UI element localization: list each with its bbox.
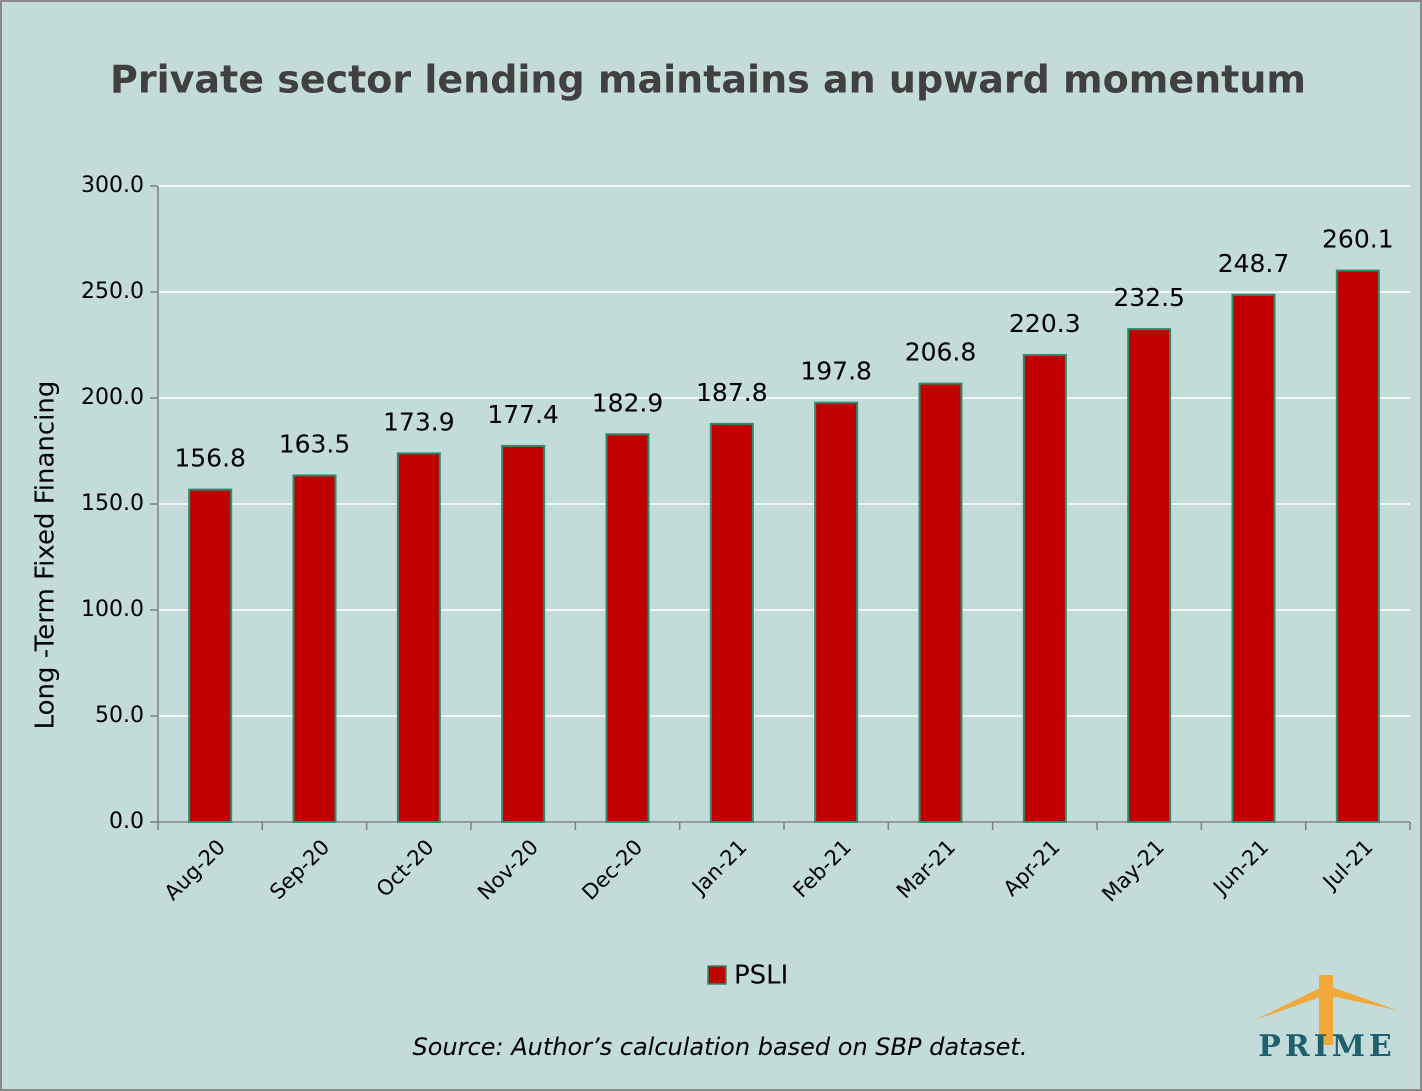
data-label: 173.9 — [383, 407, 455, 436]
data-label: 248.7 — [1218, 249, 1290, 278]
legend-label: PSLI — [734, 961, 788, 991]
y-tick-label: 250.0 — [81, 279, 144, 304]
data-label: 206.8 — [905, 338, 977, 367]
legend-swatch — [707, 965, 727, 985]
chart-title: Private sector lending maintains an upwa… — [110, 58, 1306, 102]
data-label: 163.5 — [279, 429, 351, 458]
y-tick-label: 50.0 — [95, 703, 144, 728]
bar — [501, 444, 546, 823]
bar — [188, 488, 233, 823]
y-tick-label: 150.0 — [81, 491, 144, 516]
data-label: 220.3 — [1009, 309, 1081, 338]
bar — [918, 382, 963, 823]
bar — [814, 401, 859, 823]
data-label: 260.1 — [1322, 225, 1394, 254]
logo-text: PRIME — [1258, 1029, 1396, 1064]
data-label: 177.4 — [487, 400, 559, 429]
bar — [396, 452, 441, 823]
y-tick-label: 0.0 — [109, 809, 144, 834]
y-tick-label: 200.0 — [81, 385, 144, 410]
y-axis-title: Long -Term Fixed Financing — [31, 381, 61, 730]
data-label: 182.9 — [592, 388, 664, 417]
logo: PRIME — [1255, 975, 1397, 1064]
source-note: Source: Author’s calculation based on SB… — [413, 1033, 1028, 1061]
bar — [292, 474, 337, 823]
bar — [1231, 293, 1276, 824]
bar — [1127, 328, 1172, 823]
data-label: 156.8 — [174, 444, 246, 473]
data-label: 197.8 — [800, 357, 872, 386]
bar — [1022, 353, 1067, 823]
logo-tower — [1319, 975, 1333, 1045]
y-tick-label: 100.0 — [81, 597, 144, 622]
data-label: 187.8 — [696, 378, 768, 407]
y-tick-label: 300.0 — [81, 173, 144, 198]
data-label: 232.5 — [1113, 283, 1185, 312]
bar — [605, 433, 650, 823]
bar — [709, 422, 754, 823]
bar — [1335, 269, 1380, 823]
